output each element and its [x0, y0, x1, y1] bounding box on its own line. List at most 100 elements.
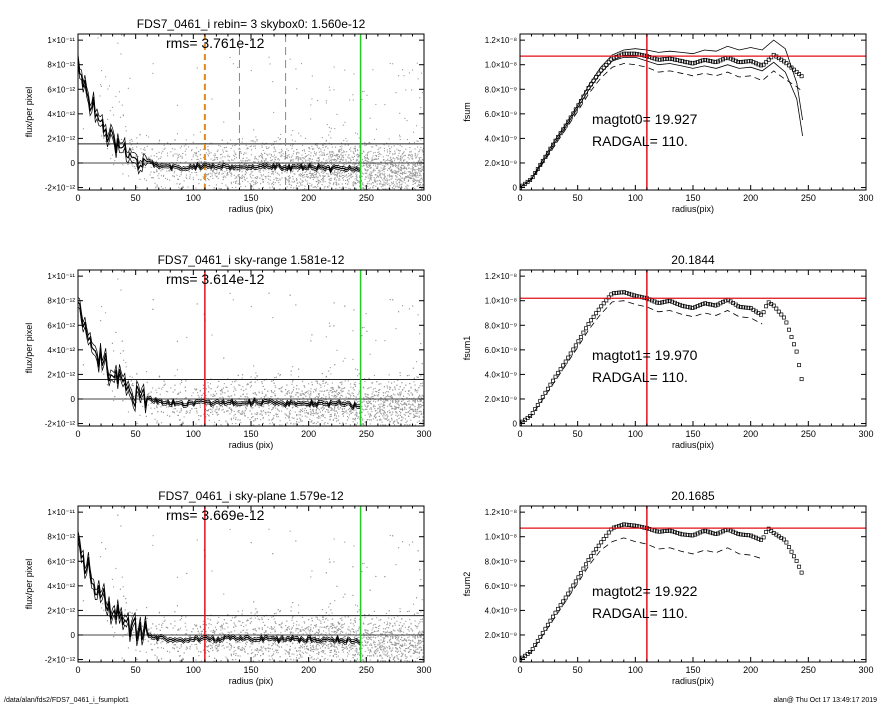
- scatter-point: [396, 183, 398, 185]
- scatter-point: [212, 407, 214, 409]
- scatter-point: [420, 166, 422, 168]
- scatter-point: [295, 68, 297, 70]
- scatter-point: [334, 417, 336, 419]
- scatter-point: [343, 157, 345, 159]
- scatter-point: [217, 413, 219, 415]
- scatter-point: [399, 156, 401, 158]
- scatter-point: [182, 187, 184, 189]
- scatter-point: [233, 390, 235, 392]
- scatter-point: [277, 405, 279, 407]
- scatter-point: [418, 157, 420, 159]
- scatter-point: [420, 413, 422, 415]
- scatter-point: [420, 107, 422, 109]
- scatter-point: [319, 174, 321, 176]
- scatter-point: [180, 161, 182, 163]
- scatter-point: [200, 397, 202, 399]
- scatter-point: [123, 359, 125, 361]
- scatter-point: [260, 161, 262, 163]
- scatter-point: [416, 421, 418, 423]
- scatter-point: [185, 148, 187, 150]
- scatter-point: [164, 187, 166, 189]
- scatter-point: [118, 101, 120, 103]
- scatter-point: [156, 186, 158, 188]
- scatter-point: [250, 183, 252, 185]
- scatter-point: [377, 175, 379, 177]
- scatter-point: [287, 415, 289, 417]
- scatter-point: [217, 194, 218, 195]
- scatter-point: [373, 404, 375, 406]
- scatter-point: [247, 147, 249, 149]
- scatter-point: [386, 178, 388, 180]
- scatter-point: [160, 411, 162, 413]
- scatter-point: [336, 181, 338, 183]
- scatter-point: [291, 381, 293, 383]
- scatter-point: [362, 187, 364, 189]
- scatter-point: [361, 405, 363, 407]
- scatter-point: [353, 383, 355, 385]
- scatter-point: [388, 374, 390, 376]
- scatter-point: [147, 393, 149, 395]
- scatter-point: [309, 172, 311, 174]
- scatter-point: [266, 193, 267, 194]
- scatter-point: [394, 436, 395, 437]
- scatter-point: [295, 304, 297, 306]
- scatter-point: [244, 160, 246, 162]
- scatter-point: [401, 400, 403, 402]
- scatter-point: [261, 178, 263, 180]
- scatter-point: [373, 177, 375, 179]
- scatter-point: [356, 413, 358, 415]
- scatter-point: [171, 170, 173, 172]
- scatter-point: [223, 147, 225, 149]
- scatter-point: [241, 171, 243, 173]
- scatter-point: [277, 161, 279, 163]
- scatter-point: [309, 160, 311, 162]
- scatter-point: [315, 423, 317, 425]
- scatter-point: [221, 389, 223, 391]
- data-marker: [708, 59, 713, 63]
- scatter-point: [412, 194, 413, 195]
- scatter-point: [409, 423, 411, 425]
- scatter-point: [382, 401, 384, 403]
- scatter-point: [227, 155, 229, 157]
- scatter-point: [316, 395, 318, 397]
- scatter-point: [316, 181, 318, 183]
- scatter-point: [408, 154, 410, 156]
- scatter-point: [230, 181, 232, 183]
- scatter-point: [164, 147, 166, 149]
- scatter-point: [413, 164, 415, 166]
- data-marker: [682, 59, 687, 64]
- scatter-point: [382, 169, 384, 171]
- scatter-point: [249, 159, 251, 161]
- scatter-point: [421, 92, 423, 94]
- scatter-point: [380, 147, 382, 149]
- scatter-point: [129, 139, 131, 141]
- scatter-point: [408, 394, 410, 396]
- scatter-point: [387, 429, 388, 430]
- scatter-point: [134, 167, 136, 169]
- scatter-point: [418, 426, 419, 427]
- scatter-point: [182, 185, 184, 187]
- scatter-point: [162, 187, 164, 189]
- scatter-point: [108, 85, 110, 87]
- scatter-point: [146, 158, 148, 160]
- scatter-point: [256, 376, 258, 378]
- scatter-point: [239, 177, 241, 179]
- scatter-point: [214, 172, 216, 174]
- scatter-point: [383, 159, 385, 161]
- scatter-point: [292, 166, 294, 168]
- scatter-point: [333, 159, 335, 161]
- scatter-point: [332, 419, 334, 421]
- scatter-point: [241, 411, 243, 413]
- scatter-point: [313, 406, 315, 408]
- scatter-point: [335, 174, 337, 176]
- scatter-point: [139, 133, 141, 135]
- scatter-point: [293, 168, 295, 170]
- scatter-point: [348, 414, 350, 416]
- scatter-point: [279, 138, 281, 140]
- scatter-point: [321, 177, 323, 179]
- scatter-point: [248, 159, 250, 161]
- scatter-point: [286, 422, 288, 424]
- scatter-point: [275, 150, 277, 152]
- scatter-point: [386, 163, 388, 165]
- scatter-point: [330, 127, 332, 129]
